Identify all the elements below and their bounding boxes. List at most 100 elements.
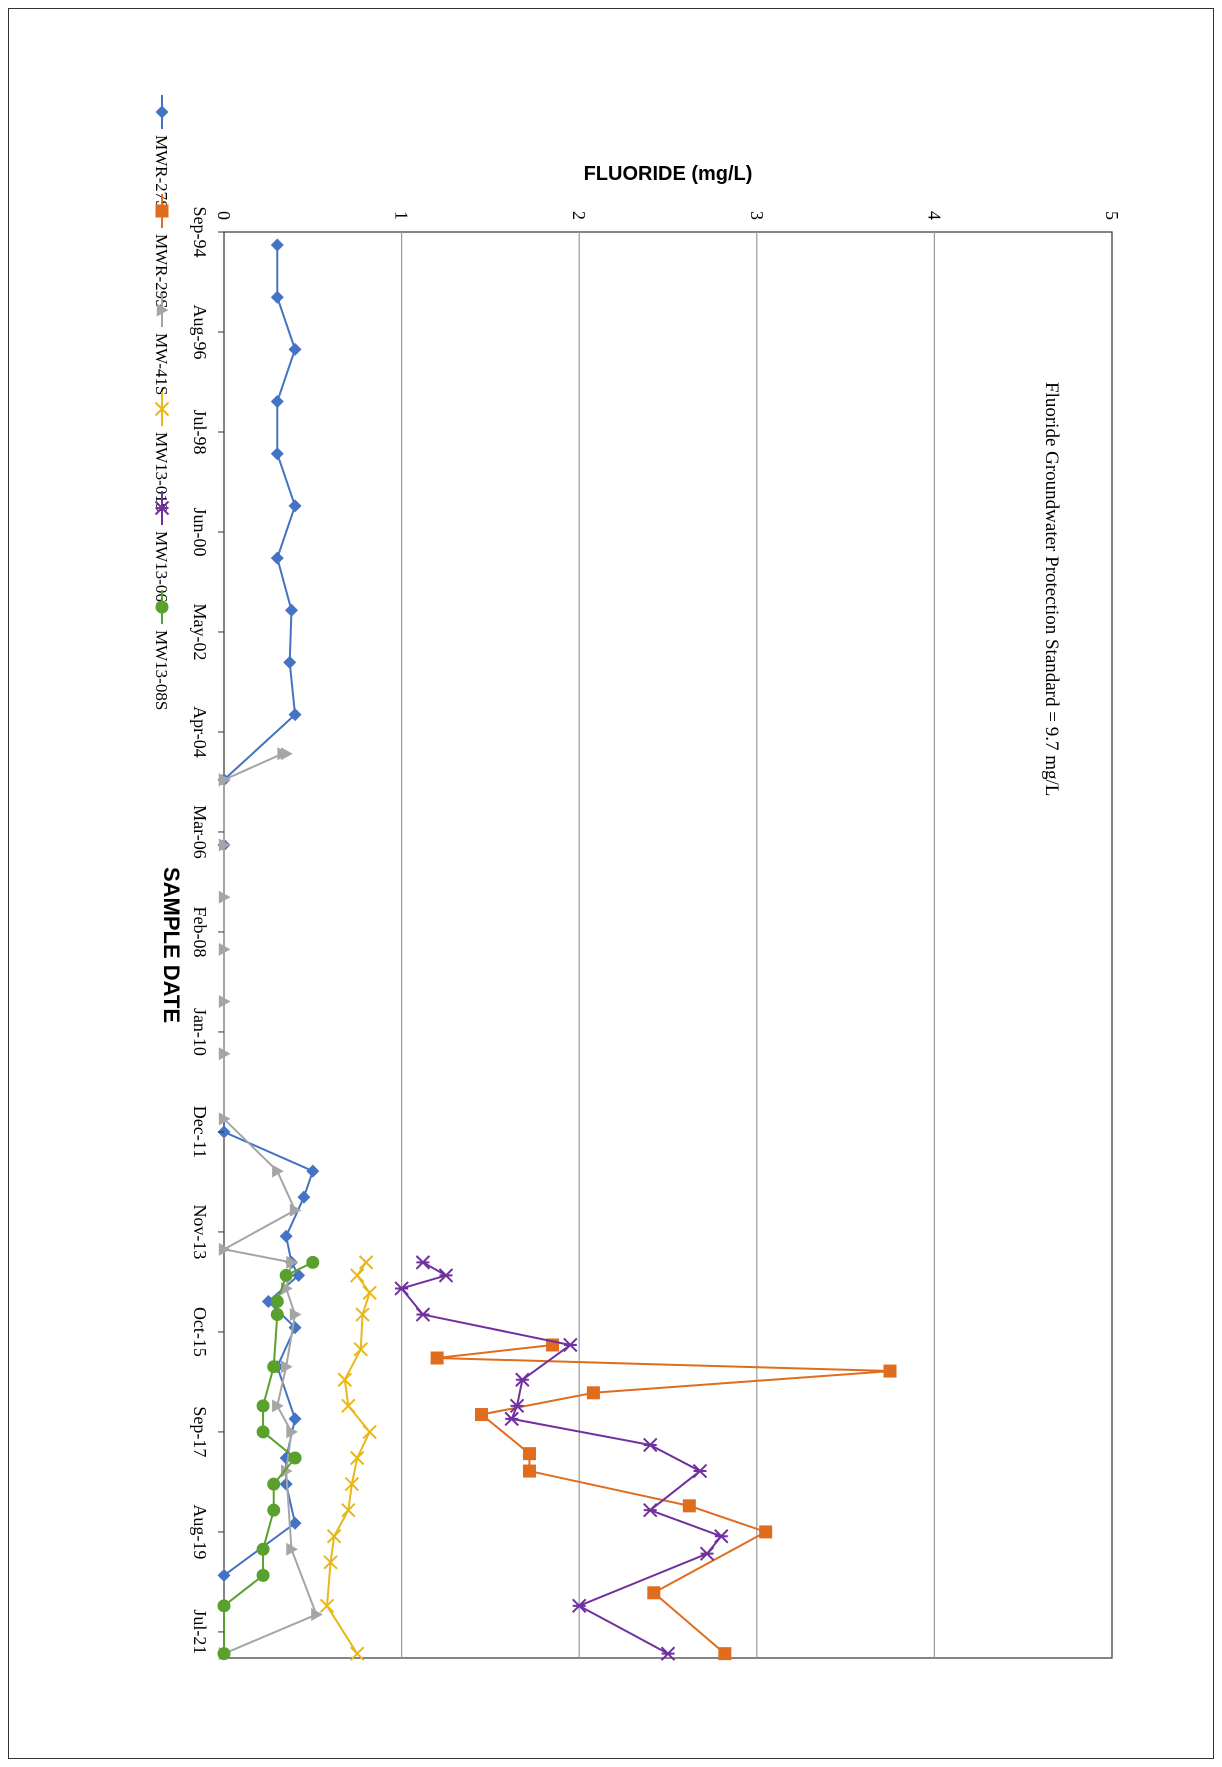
data-point (156, 303, 169, 317)
data-point (270, 551, 284, 565)
data-point (217, 1599, 231, 1613)
legend-label: MW-41S (152, 333, 171, 395)
x-tick-label: Aug-19 (190, 1504, 210, 1559)
series-layer (217, 238, 897, 1661)
data-point (326, 1529, 342, 1544)
data-point (349, 1450, 365, 1466)
y-tick-label: 0 (214, 211, 234, 220)
data-point (154, 401, 170, 417)
data-point (270, 1308, 284, 1322)
x-tick-label: Mar-06 (190, 805, 210, 859)
data-point (323, 1555, 338, 1570)
series-mw13-08s (217, 1255, 320, 1661)
data-point (353, 1342, 368, 1357)
y-tick-label: 5 (1102, 211, 1122, 220)
x-axis: Sep-94 Aug-96 Jul-98 Jun-00 May-02 Apr-04 Mar-… (190, 207, 224, 1654)
standard-annotation: Fluoride Groundwater Protection Standard… (1041, 382, 1062, 796)
legend-item: MWR-29S (152, 194, 171, 309)
series-mw-41s (218, 747, 323, 1661)
legend-label: MW13-06S (152, 531, 171, 611)
legend-label: MWR-27S (152, 135, 171, 210)
legend-label: MW13-08S (152, 630, 171, 710)
legend-item: MWR-27S (152, 95, 171, 210)
x-tick-label: May-02 (190, 603, 210, 660)
data-point (714, 1529, 729, 1544)
data-point (883, 1364, 897, 1378)
legend-label: MWR-29S (152, 234, 171, 309)
data-point (218, 942, 231, 956)
data-point (279, 1229, 293, 1243)
data-point (718, 1647, 732, 1661)
chart-rotation: 0 1 2 3 4 5 Sep-94 Aug-96 Jul-98 Jun-00 May-02 Apr… (152, 95, 1122, 1661)
data-point (362, 1424, 377, 1440)
data-point (394, 1281, 409, 1296)
data-point (349, 1268, 365, 1283)
data-point (288, 1412, 302, 1426)
data-point (270, 238, 284, 252)
data-point (337, 1372, 352, 1387)
data-point (415, 1307, 431, 1322)
x-tick-label: Sep-17 (190, 1406, 210, 1457)
data-point (341, 1502, 356, 1518)
data-point (682, 1499, 696, 1513)
data-point (586, 1386, 600, 1400)
data-point (256, 1542, 270, 1556)
data-point (288, 1451, 302, 1465)
x-tick-label: Jul-98 (190, 409, 210, 454)
grid-lines (400, 232, 935, 1658)
data-point (341, 1398, 356, 1414)
data-point (256, 1568, 270, 1582)
data-point (279, 1451, 293, 1465)
legend-item: MW13-01S (152, 392, 171, 512)
data-point (759, 1525, 773, 1539)
legend-label: MW13-01S (152, 432, 171, 512)
data-point (358, 1255, 374, 1270)
data-point (218, 1112, 231, 1126)
data-point (155, 105, 169, 119)
data-point (218, 890, 231, 904)
y-axis: 0 1 2 3 4 5 (214, 211, 1122, 220)
data-point (660, 1646, 676, 1661)
data-point (267, 1477, 281, 1491)
data-point (509, 1398, 525, 1414)
data-point (643, 1502, 658, 1518)
data-point (647, 1586, 661, 1600)
data-point (289, 1308, 302, 1322)
data-point (344, 1476, 360, 1492)
data-point (283, 655, 297, 669)
y-tick-label: 2 (569, 211, 589, 220)
page-border (8, 8, 1214, 1759)
data-point (217, 1568, 231, 1582)
plot-frame (223, 231, 1113, 1659)
data-point (280, 1281, 293, 1295)
data-point (504, 1411, 519, 1427)
series-mw13-06s (394, 1255, 729, 1661)
data-point (267, 1503, 281, 1517)
data-point (522, 1464, 536, 1478)
data-point (279, 1268, 293, 1282)
data-point (155, 600, 169, 614)
y-tick-label: 1 (392, 211, 412, 220)
series-mwr-29s (430, 1338, 897, 1661)
data-point (692, 1463, 708, 1479)
data-point (256, 1425, 270, 1439)
data-point (277, 747, 290, 761)
x-tick-label: Jan-10 (190, 1008, 210, 1056)
data-point (297, 1190, 311, 1204)
y-tick-label: 3 (747, 211, 767, 220)
data-point (349, 1646, 365, 1661)
data-point (292, 1268, 306, 1282)
x-tick-label: Aug-96 (190, 304, 210, 359)
data-point (415, 1255, 431, 1270)
data-point (362, 1285, 377, 1301)
data-point (475, 1408, 489, 1422)
data-point (218, 1047, 231, 1061)
data-point (270, 290, 284, 304)
data-point (563, 1337, 578, 1353)
plot-area (217, 231, 1113, 1661)
data-point (270, 447, 284, 461)
data-point (355, 1307, 370, 1322)
data-point (154, 500, 170, 516)
data-point (261, 1295, 275, 1308)
